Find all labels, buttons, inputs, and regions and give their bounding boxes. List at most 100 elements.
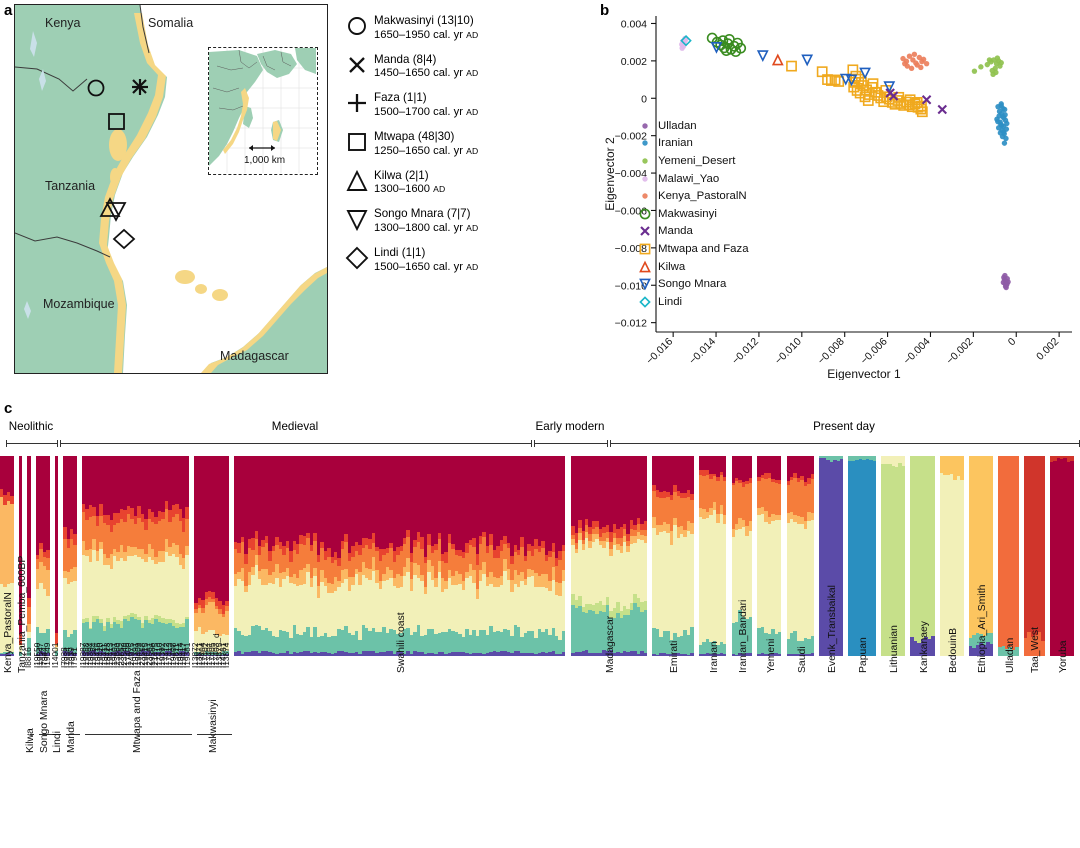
admixture-bar[interactable]: [358, 456, 362, 656]
admixture-bar[interactable]: [738, 456, 742, 656]
admixture-bar[interactable]: [839, 456, 844, 656]
admixture-bar[interactable]: [574, 456, 579, 656]
admixture-bar[interactable]: [666, 456, 670, 656]
admixture-bar[interactable]: [723, 456, 727, 656]
admixture-bar[interactable]: [757, 456, 761, 656]
admixture-bar[interactable]: [275, 456, 279, 656]
admixture-bar[interactable]: [292, 456, 296, 656]
admixture-bar[interactable]: [327, 456, 331, 656]
admixture-bar[interactable]: [81, 456, 86, 656]
admixture-bar[interactable]: [803, 456, 808, 656]
admixture-bar[interactable]: [760, 456, 765, 656]
admixture-bar[interactable]: [712, 456, 717, 656]
admixture-bar[interactable]: [527, 456, 531, 656]
admixture-bar[interactable]: [204, 456, 209, 656]
admixture-bar[interactable]: [27, 456, 31, 656]
pca-legend-item[interactable]: Mtwapa and Faza: [636, 240, 749, 258]
admixture-bar[interactable]: [858, 456, 863, 656]
admixture-bar[interactable]: [137, 456, 141, 656]
admixture-bar[interactable]: [662, 456, 667, 656]
admixture-bar[interactable]: [640, 456, 644, 656]
admixture-bar[interactable]: [133, 456, 138, 656]
admixture-bar[interactable]: [123, 456, 127, 656]
admixture-bar[interactable]: [112, 456, 117, 656]
admixture-bar[interactable]: [595, 456, 599, 656]
admixture-bar[interactable]: [735, 456, 739, 656]
admixture-bar[interactable]: [39, 456, 43, 656]
admixture-bar[interactable]: [659, 456, 663, 656]
admixture-bar[interactable]: [492, 456, 497, 656]
admixture-bar[interactable]: [347, 456, 352, 656]
admixture-bar[interactable]: [69, 456, 74, 656]
admixture-bar[interactable]: [365, 456, 369, 656]
admixture-bar[interactable]: [99, 456, 103, 656]
admixture-bar[interactable]: [960, 456, 964, 656]
admixture-bar[interactable]: [1053, 456, 1057, 656]
admixture-bar[interactable]: [430, 456, 435, 656]
admixture-bar[interactable]: [496, 456, 500, 656]
admixture-bar[interactable]: [130, 456, 134, 656]
pca-legend-item[interactable]: Kilwa: [636, 258, 749, 276]
admixture-bar[interactable]: [378, 456, 383, 656]
pca-legend-item[interactable]: Iranian: [636, 135, 749, 153]
admixture-bar[interactable]: [910, 456, 914, 656]
admixture-bar[interactable]: [157, 456, 162, 656]
admixture-bar[interactable]: [709, 456, 713, 656]
admixture-bar[interactable]: [499, 456, 504, 656]
admixture-bar[interactable]: [626, 456, 630, 656]
admixture-bar[interactable]: [793, 456, 797, 656]
admixture-bar[interactable]: [1005, 456, 1009, 656]
admixture-bar[interactable]: [218, 456, 222, 656]
admixture-bar[interactable]: [271, 456, 276, 656]
admixture-bar[interactable]: [197, 456, 202, 656]
admixture-bar[interactable]: [6, 456, 11, 656]
pca-legend-item[interactable]: Songo Mnara: [636, 275, 749, 293]
admixture-bar[interactable]: [541, 456, 545, 656]
admixture-bar[interactable]: [534, 456, 538, 656]
admixture-bar[interactable]: [869, 456, 873, 656]
admixture-bar[interactable]: [423, 456, 428, 656]
admixture-bar[interactable]: [18, 456, 23, 656]
admixture-bar[interactable]: [679, 456, 684, 656]
pca-legend-item[interactable]: Kenya_PastoralN: [636, 187, 749, 205]
admixture-bar[interactable]: [898, 456, 902, 656]
admixture-bar[interactable]: [254, 456, 258, 656]
admixture-bar[interactable]: [73, 456, 77, 656]
admixture-bar[interactable]: [652, 456, 656, 656]
admixture-bar[interactable]: [673, 456, 677, 656]
pca-legend-item[interactable]: Ulladan: [636, 117, 749, 135]
admixture-bar[interactable]: [214, 456, 219, 656]
admixture-bar[interactable]: [1049, 456, 1054, 656]
admixture-bar[interactable]: [516, 456, 521, 656]
admixture-bar[interactable]: [881, 456, 885, 656]
admixture-bar[interactable]: [956, 456, 961, 656]
admixture-bar[interactable]: [482, 456, 486, 656]
admixture-bar[interactable]: [251, 456, 255, 656]
admixture-bar[interactable]: [1059, 456, 1064, 656]
admixture-bar[interactable]: [741, 456, 746, 656]
admixture-bar[interactable]: [211, 456, 215, 656]
admixture-bar[interactable]: [581, 456, 585, 656]
admixture-bar[interactable]: [523, 456, 528, 656]
admixture-bar[interactable]: [571, 456, 575, 656]
admixture-bar[interactable]: [144, 456, 148, 656]
admixture-bar[interactable]: [416, 456, 421, 656]
admixture-bar[interactable]: [92, 456, 96, 656]
admixture-bar[interactable]: [506, 456, 511, 656]
admixture-bar[interactable]: [690, 456, 694, 656]
admixture-bar[interactable]: [530, 456, 535, 656]
admixture-bar[interactable]: [0, 456, 4, 656]
admixture-bar[interactable]: [800, 456, 804, 656]
admixture-bar[interactable]: [164, 456, 169, 656]
admixture-bar[interactable]: [943, 456, 947, 656]
admixture-bar[interactable]: [1015, 456, 1019, 656]
admixture-bar[interactable]: [616, 456, 620, 656]
admixture-bar[interactable]: [1001, 456, 1005, 656]
admixture-bar[interactable]: [764, 456, 768, 656]
admixture-bar[interactable]: [221, 456, 226, 656]
admixture-bar[interactable]: [119, 456, 124, 656]
admixture-bar[interactable]: [389, 456, 393, 656]
admixture-bar[interactable]: [316, 456, 321, 656]
admixture-bar[interactable]: [946, 456, 950, 656]
admixture-bar[interactable]: [351, 456, 355, 656]
